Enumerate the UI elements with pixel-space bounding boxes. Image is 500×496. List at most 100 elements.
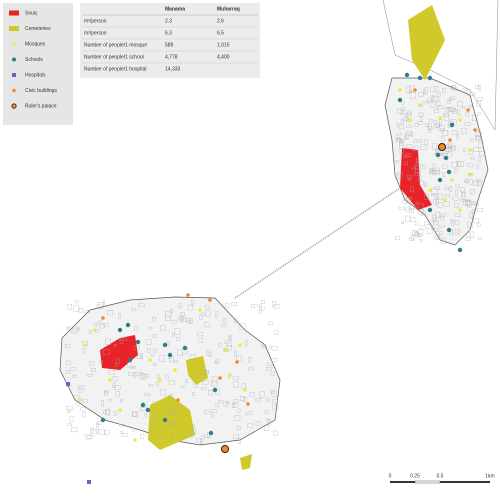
block xyxy=(144,393,151,396)
block xyxy=(475,131,482,137)
poi xyxy=(435,152,441,158)
block xyxy=(424,87,428,94)
block xyxy=(243,397,247,402)
block xyxy=(68,326,73,330)
block xyxy=(108,370,115,375)
block xyxy=(259,391,265,398)
block xyxy=(257,303,262,307)
scale-bar xyxy=(390,480,490,484)
block xyxy=(269,345,272,349)
poi xyxy=(127,357,133,363)
block xyxy=(132,412,137,417)
block xyxy=(473,180,479,186)
block xyxy=(400,109,404,115)
block xyxy=(156,381,159,387)
block xyxy=(452,228,456,235)
block xyxy=(430,168,434,172)
block xyxy=(87,435,93,439)
block xyxy=(268,321,273,325)
block xyxy=(191,424,196,428)
cemetery xyxy=(148,395,195,450)
block xyxy=(409,204,415,210)
block xyxy=(438,225,445,228)
block xyxy=(476,101,481,107)
block xyxy=(402,199,408,204)
block xyxy=(432,143,437,150)
block xyxy=(193,381,198,388)
block xyxy=(211,380,217,387)
scale-segment xyxy=(440,481,490,483)
block xyxy=(414,123,419,127)
scale-label: 0.5 xyxy=(437,473,444,479)
block xyxy=(104,390,108,394)
block xyxy=(424,182,427,187)
block xyxy=(434,167,440,171)
poi xyxy=(246,402,250,406)
palace xyxy=(438,143,446,151)
block xyxy=(181,430,187,437)
block xyxy=(425,123,429,127)
block xyxy=(403,161,408,165)
block xyxy=(399,139,403,146)
scale-label: 0 xyxy=(389,473,392,479)
block xyxy=(444,148,449,154)
poi xyxy=(468,148,472,152)
block xyxy=(152,317,156,322)
block xyxy=(465,177,468,183)
block xyxy=(187,304,193,311)
block xyxy=(65,370,70,374)
block xyxy=(470,189,475,195)
block xyxy=(455,183,460,188)
block xyxy=(394,160,399,163)
block xyxy=(132,411,139,417)
poi xyxy=(117,327,123,333)
swatch xyxy=(9,10,19,16)
block xyxy=(443,114,450,121)
scale-segment xyxy=(414,480,441,484)
block xyxy=(271,346,278,351)
block xyxy=(462,192,466,198)
block xyxy=(451,85,456,90)
block xyxy=(218,400,223,403)
poi xyxy=(162,417,168,423)
block xyxy=(477,237,482,240)
block xyxy=(233,381,239,388)
block xyxy=(176,405,182,411)
block xyxy=(415,159,419,163)
block xyxy=(76,327,80,331)
block xyxy=(477,223,481,227)
block xyxy=(414,163,421,167)
block xyxy=(441,238,447,244)
block xyxy=(477,112,481,115)
block xyxy=(410,186,414,193)
block xyxy=(401,221,405,224)
block xyxy=(204,322,211,328)
legend-item: Civic buildings xyxy=(12,88,57,94)
block xyxy=(404,135,408,140)
block xyxy=(114,385,121,390)
block xyxy=(226,401,230,405)
block xyxy=(69,416,74,422)
poi xyxy=(208,298,212,302)
block xyxy=(461,128,467,135)
block xyxy=(420,225,426,230)
block xyxy=(75,300,79,304)
block xyxy=(119,431,123,435)
block xyxy=(189,354,196,360)
block xyxy=(418,139,422,143)
block xyxy=(434,109,439,113)
block xyxy=(113,410,117,416)
table-cell: Number of people/1 hospital xyxy=(84,66,147,72)
block xyxy=(204,370,209,374)
block xyxy=(457,109,460,116)
block xyxy=(406,130,412,137)
block xyxy=(208,390,213,396)
block xyxy=(204,305,211,309)
block xyxy=(133,365,136,369)
block xyxy=(475,135,481,141)
block xyxy=(112,383,116,388)
block xyxy=(395,122,399,127)
block xyxy=(430,102,436,108)
block xyxy=(410,131,414,137)
